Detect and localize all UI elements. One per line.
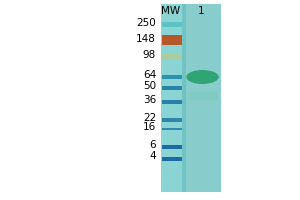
FancyBboxPatch shape (182, 4, 186, 192)
Text: 148: 148 (136, 34, 156, 44)
Text: 6: 6 (149, 140, 156, 150)
FancyBboxPatch shape (162, 157, 182, 161)
FancyBboxPatch shape (162, 118, 182, 122)
Text: 4: 4 (149, 151, 156, 161)
Text: 1: 1 (198, 6, 205, 16)
Ellipse shape (186, 70, 219, 84)
FancyBboxPatch shape (160, 4, 219, 192)
FancyBboxPatch shape (188, 92, 218, 100)
Text: MW: MW (161, 6, 181, 16)
Text: 250: 250 (136, 18, 156, 28)
FancyBboxPatch shape (162, 86, 182, 90)
Text: 36: 36 (143, 95, 156, 105)
Text: 22: 22 (143, 113, 156, 123)
FancyBboxPatch shape (162, 100, 182, 104)
Text: 98: 98 (143, 50, 156, 60)
FancyBboxPatch shape (162, 75, 182, 79)
Text: 16: 16 (143, 122, 156, 132)
FancyBboxPatch shape (160, 4, 183, 192)
FancyBboxPatch shape (162, 128, 182, 130)
FancyBboxPatch shape (162, 21, 182, 26)
FancyBboxPatch shape (184, 4, 220, 192)
FancyBboxPatch shape (162, 145, 182, 149)
FancyBboxPatch shape (162, 35, 182, 45)
Text: 64: 64 (143, 70, 156, 80)
Text: 50: 50 (143, 81, 156, 91)
FancyBboxPatch shape (162, 54, 182, 60)
